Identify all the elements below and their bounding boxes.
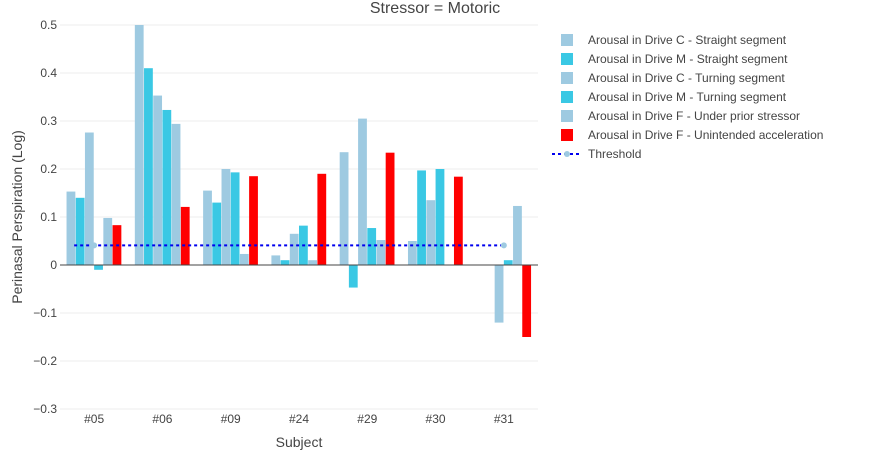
bar [249,176,258,265]
legend-label: Arousal in Drive F - Unintended accelera… [588,128,823,142]
legend-item[interactable]: Arousal in Drive C - Straight segment [561,33,787,47]
bar [367,228,377,265]
legend-label: Arousal in Drive F - Under prior stresso… [588,109,800,123]
bar [289,233,299,265]
y-tick-label: 0.4 [40,66,57,80]
legend-item[interactable]: Arousal in Drive F - Under prior stresso… [561,109,800,123]
legend-threshold-marker [564,151,570,157]
bar [385,152,395,265]
bar [271,255,281,265]
legend[interactable]: Arousal in Drive C - Straight segment Aro… [552,33,823,161]
legend-item[interactable]: Arousal in Drive F - Unintended accelera… [561,128,823,142]
legend-item[interactable]: Arousal in Drive M - Straight segment [561,52,788,66]
legend-swatch [561,34,573,46]
bar [417,170,426,265]
bar [453,176,463,265]
bar [494,265,504,323]
x-axis-title: Subject [276,434,323,450]
y-axis-title: Perinasal Perspiration (Log) [9,130,25,304]
bar [407,241,417,265]
bar [513,205,522,265]
bar [103,217,113,265]
x-tick-label: #06 [152,412,172,426]
bar [94,265,103,270]
bars [66,25,532,337]
legend-label: Arousal in Drive C - Straight segment [588,33,787,47]
legend-label: Threshold [588,147,641,161]
bar [153,95,163,265]
bar [239,253,249,265]
x-tick-label: #30 [426,412,446,426]
bar [203,190,212,265]
legend-swatch [561,53,573,65]
bar [503,260,513,265]
bar [376,240,386,265]
legend-label: Arousal in Drive M - Turning segment [588,90,787,104]
bar [75,197,85,265]
bar [134,25,144,265]
bar [84,132,94,265]
legend-item[interactable]: Arousal in Drive C - Turning segment [561,71,785,85]
legend-swatch [561,129,573,141]
bar [162,109,172,266]
legend-swatch [561,72,573,84]
bar [280,260,290,265]
bar [317,173,327,265]
bar [308,260,317,265]
chart-title: Stressor = Motoric [370,0,500,17]
legend-swatch [561,91,573,103]
bar [522,265,532,337]
y-tick-label: −0.3 [33,402,57,416]
bar [358,118,367,265]
x-axis-ticks: #05 #06 #09 #24 #29 #30 #31 [84,412,514,426]
y-tick-label: −0.1 [33,306,57,320]
bar [212,202,222,265]
x-tick-label: #29 [357,412,377,426]
legend-label: Arousal in Drive C - Turning segment [588,71,785,85]
bar [339,152,349,265]
y-tick-label: 0.2 [40,162,57,176]
gridlines [60,24,538,410]
legend-item-threshold[interactable]: Threshold [552,147,641,161]
bar [171,123,181,265]
bar [144,68,153,265]
y-tick-label: 0.5 [40,18,57,32]
bar [221,169,231,265]
bar [426,200,436,265]
x-tick-label: #09 [221,412,241,426]
y-axis-ticks: −0.3 −0.2 −0.1 0 0.1 0.2 0.3 0.4 0.5 [33,18,57,416]
bar [348,265,358,288]
y-tick-label: −0.2 [33,354,57,368]
bar [66,191,76,265]
legend-swatch [561,110,573,122]
bar [230,172,240,265]
bar [435,169,445,265]
threshold-line [74,242,507,249]
x-tick-label: #24 [289,412,309,426]
bar [180,206,190,265]
legend-item[interactable]: Arousal in Drive M - Turning segment [561,90,787,104]
y-tick-label: 0.3 [40,114,57,128]
y-tick-label: 0 [50,258,57,272]
x-tick-label: #05 [84,412,104,426]
threshold-marker [500,242,507,249]
x-tick-label: #31 [494,412,514,426]
y-tick-label: 0.1 [40,210,57,224]
legend-label: Arousal in Drive M - Straight segment [588,52,788,66]
threshold-marker [91,242,98,249]
